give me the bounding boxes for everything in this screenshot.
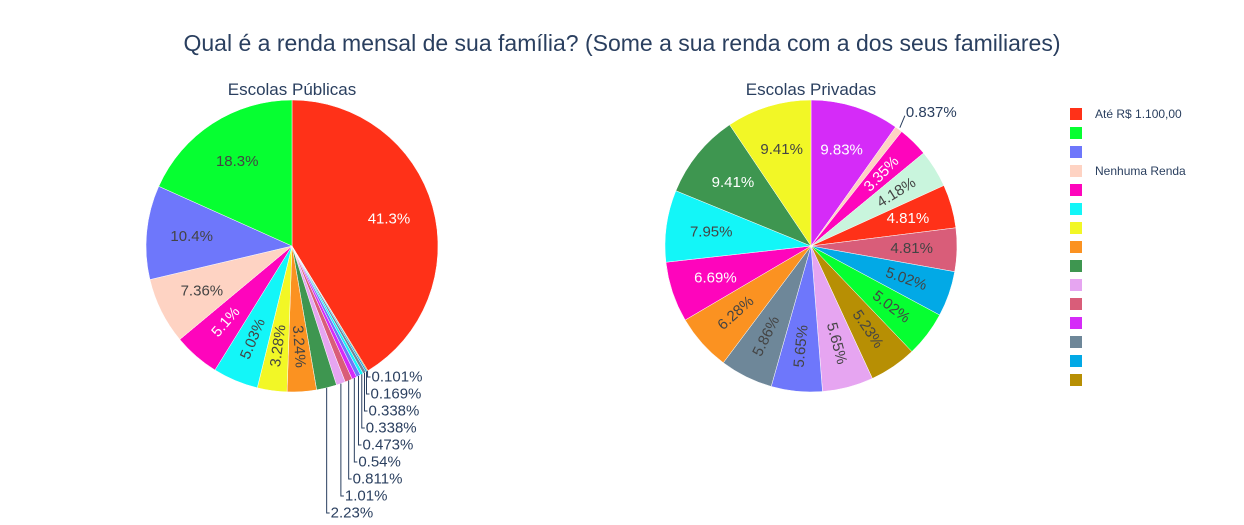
pie-title-private: Escolas Privadas (746, 80, 876, 99)
pie-private-leader-1 (899, 115, 906, 128)
pie-private-label-5: 4.81% (890, 240, 933, 257)
pie-public-outside-label-8: 1.01% (345, 488, 388, 505)
pie-public-label-16: 18.3% (216, 153, 259, 170)
legend-swatch-13[interactable] (1070, 355, 1082, 367)
pie-public-outside-label-4: 0.338% (366, 420, 417, 437)
pie-private-label-10: 5.65% (791, 324, 812, 368)
pie-public-leader-5 (357, 375, 362, 446)
pie-public-leader-3 (363, 372, 368, 412)
pie-private-label-13: 6.69% (694, 269, 737, 286)
pie-private-slice-0 (810, 99, 896, 247)
pie-public-leader-4 (361, 374, 365, 429)
pie-public-label-14: 7.36% (181, 283, 224, 300)
pie-public-label-10: 3.24% (289, 325, 309, 369)
legend-swatch-14[interactable] (1070, 374, 1082, 386)
pie-public-slice-16 (158, 99, 293, 247)
pie-public-leader-2 (366, 371, 370, 395)
legend-swatch-2[interactable] (1070, 146, 1082, 158)
legend-swatch-9[interactable] (1070, 279, 1082, 291)
pie-public-schools: 41.3%3.24%3.28%5.03%5.1%7.36%10.4%18.3%0… (145, 99, 439, 522)
pie-public-leader-8 (340, 383, 344, 497)
pie-public-leader-7 (348, 380, 352, 480)
pie-public-outside-label-1: 0.101% (372, 369, 423, 386)
pie-private-label-0: 9.83% (820, 142, 863, 159)
pie-public-slice-15 (145, 185, 293, 280)
pie-private-schools: 9.83%3.35%4.18%4.81%4.81%5.02%5.02%5.23%… (664, 99, 958, 393)
pie-public-label-11: 3.28% (267, 324, 290, 368)
pie-public-outside-label-3: 0.338% (368, 403, 419, 420)
legend-swatch-6[interactable] (1070, 222, 1082, 234)
chart-title: Qual é a renda mensal de sua família? (S… (184, 30, 1061, 56)
legend-swatch-8[interactable] (1070, 260, 1082, 272)
pie-public-outside-label-2: 0.169% (371, 386, 422, 403)
pie-title-public: Escolas Públicas (228, 80, 357, 99)
pie-private-label-15: 9.41% (712, 174, 755, 191)
pie-public-outside-label-6: 0.54% (358, 454, 401, 471)
pie-public-leader-6 (353, 378, 358, 463)
legend: Até R$ 1.100,00 Nenhuma Renda (1070, 107, 1186, 386)
pie-private-slice-16 (729, 99, 812, 247)
pie-private-outside-label-1: 0.837% (906, 104, 957, 121)
pie-public-leader-1 (367, 370, 371, 378)
legend-swatch-10[interactable] (1070, 298, 1082, 310)
pie-private-label-4: 4.81% (887, 210, 930, 227)
pie-private-label-14: 7.95% (690, 224, 733, 241)
legend-swatch-0[interactable] (1070, 108, 1082, 120)
pie-public-outside-label-7: 0.811% (353, 471, 403, 488)
pie-public-label-0: 41.3% (368, 210, 411, 227)
pie-public-outside-label-5: 0.473% (362, 437, 413, 454)
pie-public-leader-9 (326, 387, 330, 514)
legend-swatch-1[interactable] (1070, 127, 1082, 139)
legend-swatch-11[interactable] (1070, 317, 1082, 329)
pie-public-outside-label-9: 2.23% (331, 505, 374, 522)
legend-swatch-4[interactable] (1070, 184, 1082, 196)
pie-public-label-15: 10.4% (170, 228, 213, 245)
legend-swatch-12[interactable] (1070, 336, 1082, 348)
legend-swatch-5[interactable] (1070, 203, 1082, 215)
legend-swatch-3[interactable] (1070, 165, 1082, 177)
pie-private-label-16: 9.41% (760, 141, 803, 158)
pie-public-slice-0 (291, 99, 439, 372)
legend-swatch-7[interactable] (1070, 241, 1082, 253)
pie-private-slice-15 (675, 124, 812, 247)
legend-label-0[interactable]: Até R$ 1.100,00 (1095, 107, 1182, 121)
legend-label-3[interactable]: Nenhuma Renda (1095, 164, 1186, 178)
